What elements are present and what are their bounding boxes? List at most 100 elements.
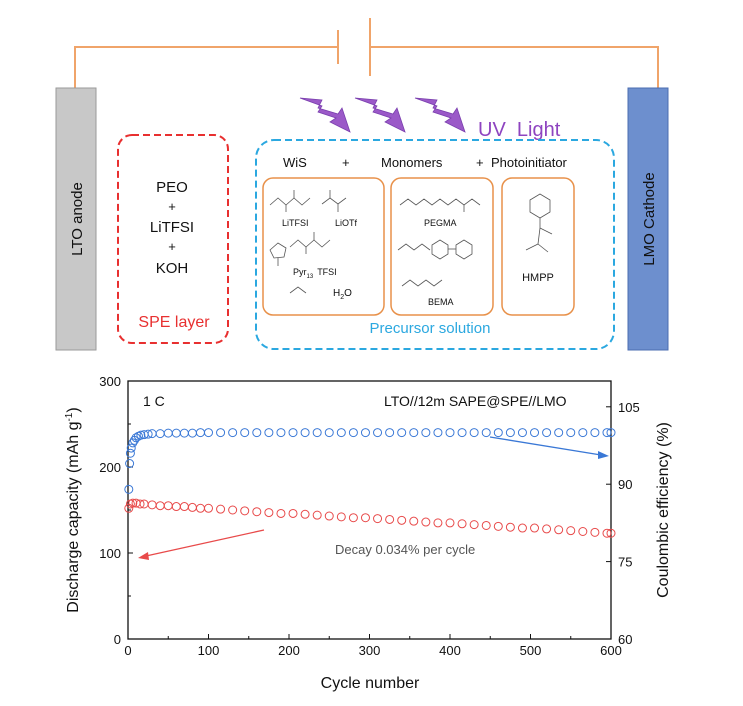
cycling-chart: 0 100 200 300 400 500 600 0 100 200 300 60 75 90 105 1…: [64, 374, 672, 692]
anode-electrode: [55, 87, 97, 351]
capacity-point: [505, 522, 515, 532]
capacity-point: [606, 528, 616, 538]
circuit-wire: [74, 18, 659, 88]
pyr-tfsi-label: Pyr13 TFSI: [293, 267, 337, 280]
efficiency-point: [155, 429, 165, 439]
capacity-point: [228, 505, 238, 515]
capacity-point: [204, 503, 213, 513]
capacity-point: [421, 517, 431, 527]
rate-annotation: 1 C: [143, 393, 165, 409]
h2o-subscript: 2: [340, 294, 344, 301]
o-text: O: [344, 288, 352, 299]
photoinitiator-box: [501, 177, 575, 316]
capacity-point: [147, 500, 157, 510]
efficiency-point: [204, 428, 213, 438]
y-right-tick-label: 90: [618, 477, 632, 492]
capacity-point: [336, 512, 346, 522]
x-axis-label: Cycle number: [321, 675, 420, 692]
capacity-arrow: [138, 529, 265, 560]
efficiency-point: [433, 428, 443, 438]
y-right-tick-label: 75: [618, 555, 632, 570]
spe-line: PEO: [156, 179, 188, 196]
uv-bolt-icon: [299, 97, 466, 133]
precursor-header: WiS + Monomers + Photoinitiator: [283, 155, 568, 170]
efficiency-point: [505, 428, 515, 438]
precursor-solution-label: Precursor solution: [370, 320, 491, 337]
efficiency-point: [240, 428, 250, 438]
capacity-point: [590, 527, 600, 537]
capacity-point: [469, 520, 479, 530]
spe-layer-label: SPE layer: [138, 314, 210, 331]
header-plus: +: [476, 155, 484, 170]
capacity-point: [554, 525, 564, 535]
capacity-point: [433, 518, 443, 528]
decay-annotation: Decay 0.034% per cycle: [335, 542, 475, 557]
capacity-point: [128, 498, 138, 508]
y-axis-left-label: Discharge capacity (mAh g-1): [64, 407, 82, 612]
efficiency-point: [385, 428, 395, 438]
capacity-point: [517, 523, 527, 533]
y-left-tick-label: 200: [99, 460, 121, 475]
cell-schematic: LTO anode LMO Cathode UV Light PEO + LiT…: [55, 18, 669, 351]
spe-line: +: [168, 199, 176, 214]
spe-layer-box: [117, 134, 229, 344]
capacity-point: [155, 501, 165, 511]
capacity-point: [312, 510, 322, 520]
capacity-point: [348, 513, 358, 523]
efficiency-point: [590, 428, 600, 438]
efficiency-point: [566, 428, 576, 438]
efficiency-point: [517, 428, 527, 438]
efficiency-point: [163, 428, 173, 438]
efficiency-point: [125, 459, 135, 469]
water-label: H2O: [333, 288, 352, 301]
y-right-tick-label: 60: [618, 632, 632, 647]
efficiency-point: [324, 428, 334, 438]
efficiency-point: [421, 428, 431, 438]
capacity-point: [276, 508, 286, 518]
capacity-point: [542, 524, 552, 534]
cell-annotation: LTO//12m SAPE@SPE//LMO: [384, 393, 567, 409]
cathode-electrode: [627, 87, 669, 351]
efficiency-point: [469, 428, 479, 438]
capacity-point: [578, 527, 588, 536]
precursor-box: [255, 139, 615, 350]
efficiency-point: [124, 484, 134, 494]
y-left-label-sup: -1: [64, 412, 75, 421]
pegma-label: PEGMA: [424, 218, 457, 228]
efficiency-point: [493, 428, 503, 438]
x-tick-label: 100: [198, 643, 220, 658]
header-wis: WiS: [283, 155, 307, 170]
efficiency-point: [409, 428, 419, 438]
efficiency-series: [124, 428, 616, 494]
x-tick-label: 600: [600, 643, 622, 658]
efficiency-point: [360, 428, 370, 438]
header-photoinitiator: Photoinitiator: [491, 155, 568, 170]
efficiency-point: [187, 428, 197, 438]
efficiency-point: [554, 428, 564, 438]
capacity-point: [187, 502, 197, 512]
spe-composition: PEO + LiTFSI + KOH: [150, 179, 194, 277]
monomers-box: [390, 177, 494, 316]
efficiency-point: [228, 428, 238, 438]
spe-line: +: [168, 239, 176, 254]
efficiency-point: [373, 428, 383, 438]
y-axis-right-label: Coulombic efficiency (%): [655, 422, 672, 598]
capacity-point: [360, 513, 370, 523]
pyr-subscript: 13: [307, 274, 314, 280]
wis-box: [262, 177, 385, 316]
efficiency-point: [602, 428, 612, 438]
spe-line: KOH: [156, 260, 189, 277]
cathode-label: LMO Cathode: [641, 172, 658, 265]
efficiency-point: [312, 428, 322, 438]
x-tick-label: 400: [439, 643, 461, 658]
tfsi-text: TFSI: [317, 267, 337, 277]
efficiency-point: [195, 428, 205, 438]
capacity-point: [195, 503, 205, 513]
spe-line: LiTFSI: [150, 219, 194, 236]
capacity-point: [324, 511, 334, 521]
plot-frame: [127, 380, 612, 640]
efficiency-arrow: [489, 436, 609, 459]
efficiency-point: [179, 428, 189, 438]
efficiency-point: [125, 448, 135, 458]
